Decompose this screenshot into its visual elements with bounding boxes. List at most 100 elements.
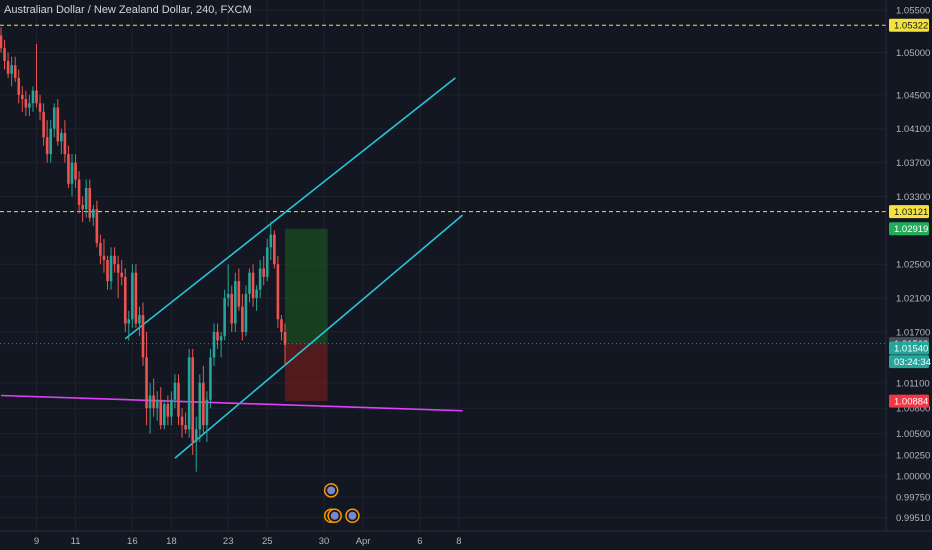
price-label-text: 1.01540: [894, 344, 928, 355]
time-axis[interactable]: 9 11 16 18 23 25 30 Apr 6 8: [0, 530, 932, 550]
candle-body: [226, 293, 230, 299]
target-zone[interactable]: [285, 228, 328, 344]
candle-body: [230, 293, 234, 324]
candle-body: [184, 425, 187, 430]
support-line[interactable]: [0, 394, 463, 412]
price-label-text: 03:24:34: [894, 357, 931, 368]
candle-body: [6, 60, 10, 74]
candle-body: [67, 154, 70, 184]
price-label-badge: [889, 18, 929, 32]
candle-body: [145, 357, 148, 409]
price-tick-label: 1.00800: [896, 404, 930, 415]
candle-body: [3, 48, 6, 61]
candle-body: [248, 272, 251, 294]
drawing-lines[interactable]: [0, 24, 886, 459]
price-tick-label: 1.01700: [896, 327, 930, 338]
price-tick-label: 1.00000: [896, 471, 930, 482]
candle-body: [205, 399, 209, 426]
candle-body: [141, 315, 145, 358]
candle-body: [70, 162, 74, 184]
candle-body: [187, 357, 191, 430]
price-tick-label: 0.99510: [896, 513, 930, 524]
candle-body: [38, 103, 42, 112]
candle-body: [280, 319, 283, 332]
candle-body: [152, 395, 155, 409]
candle-body: [131, 272, 134, 320]
candle-body: [138, 315, 141, 324]
candle-body: [84, 188, 88, 210]
candle-body: [63, 132, 67, 155]
time-tick-label: 30: [319, 536, 330, 547]
candle-body: [262, 268, 265, 277]
candle-body: [173, 382, 177, 400]
candle-body: [276, 264, 280, 320]
time-tick-label: Apr: [356, 536, 371, 547]
events[interactable]: [323, 483, 360, 524]
event-flag-icon: [348, 511, 357, 520]
time-tick-label: 6: [417, 536, 422, 547]
price-tick-label: 1.02100: [896, 294, 930, 305]
candle-body: [13, 65, 17, 78]
price-tick-label: 1.04500: [896, 90, 930, 101]
time-tick-label: 25: [262, 536, 273, 547]
candle-body: [88, 188, 92, 218]
price-tick-label: 1.04100: [896, 124, 930, 135]
price-tick-label: 1.00250: [896, 450, 930, 461]
price-tick-label: 1.00500: [896, 429, 930, 440]
time-tick-label: 16: [127, 536, 138, 547]
candle-body: [113, 255, 116, 265]
candles: [0, 27, 287, 472]
price-tick-label: 1.05000: [896, 48, 930, 59]
candle-body: [17, 77, 21, 95]
candle-body: [202, 382, 205, 426]
candle-body: [95, 209, 99, 244]
candle-body: [21, 94, 24, 100]
channel-upper-line[interactable]: [124, 77, 456, 340]
candle-body: [35, 90, 38, 104]
candle-body: [120, 272, 123, 277]
event-flag-icon: [327, 486, 336, 495]
price-label-text: 1.03121: [894, 207, 928, 218]
stop-zone[interactable]: [285, 343, 328, 402]
candle-body: [283, 331, 287, 345]
price-axis[interactable]: 1.05500 1.05000 1.04500 1.04100 1.03700 1.033…: [885, 0, 932, 550]
price-label-text: 1.05322: [894, 21, 928, 32]
channel-lower-line[interactable]: [174, 214, 464, 459]
time-tick-label: 8: [456, 536, 461, 547]
time-tick-label: 11: [71, 536, 81, 547]
price-tick-label: 1.03700: [896, 158, 930, 169]
price-tick-label: 0.99750: [896, 493, 930, 504]
candle-body: [109, 255, 113, 282]
event-flag-icon: [330, 511, 339, 520]
candle-body: [191, 357, 194, 443]
time-axis-panel: [0, 531, 932, 550]
time-tick-label: 9: [34, 536, 39, 547]
position-zones: [285, 228, 328, 402]
candle-body: [198, 382, 202, 430]
price-label-badge: [889, 341, 929, 355]
time-tick-label: 23: [223, 536, 234, 547]
candle-body: [241, 306, 244, 332]
candle-body: [148, 395, 152, 409]
candle-body: [56, 107, 60, 142]
candle-body: [123, 276, 127, 324]
price-axis-panel: [886, 0, 932, 550]
candle-body: [180, 416, 184, 426]
candle-body: [102, 255, 106, 260]
candle-body: [24, 99, 28, 108]
candle-body: [10, 65, 13, 74]
price-tick-label: 1.02500: [896, 260, 930, 271]
candle-body: [31, 90, 35, 104]
candle-body: [251, 272, 255, 299]
candle-body: [166, 403, 170, 417]
candle-body: [116, 264, 120, 273]
candle-body: [269, 234, 273, 248]
candle-body: [255, 289, 258, 299]
candle-body: [177, 382, 180, 417]
candle-body: [60, 132, 63, 142]
candle-body: [106, 259, 109, 282]
candle-body: [127, 319, 131, 324]
price-label-badge: [889, 205, 929, 219]
